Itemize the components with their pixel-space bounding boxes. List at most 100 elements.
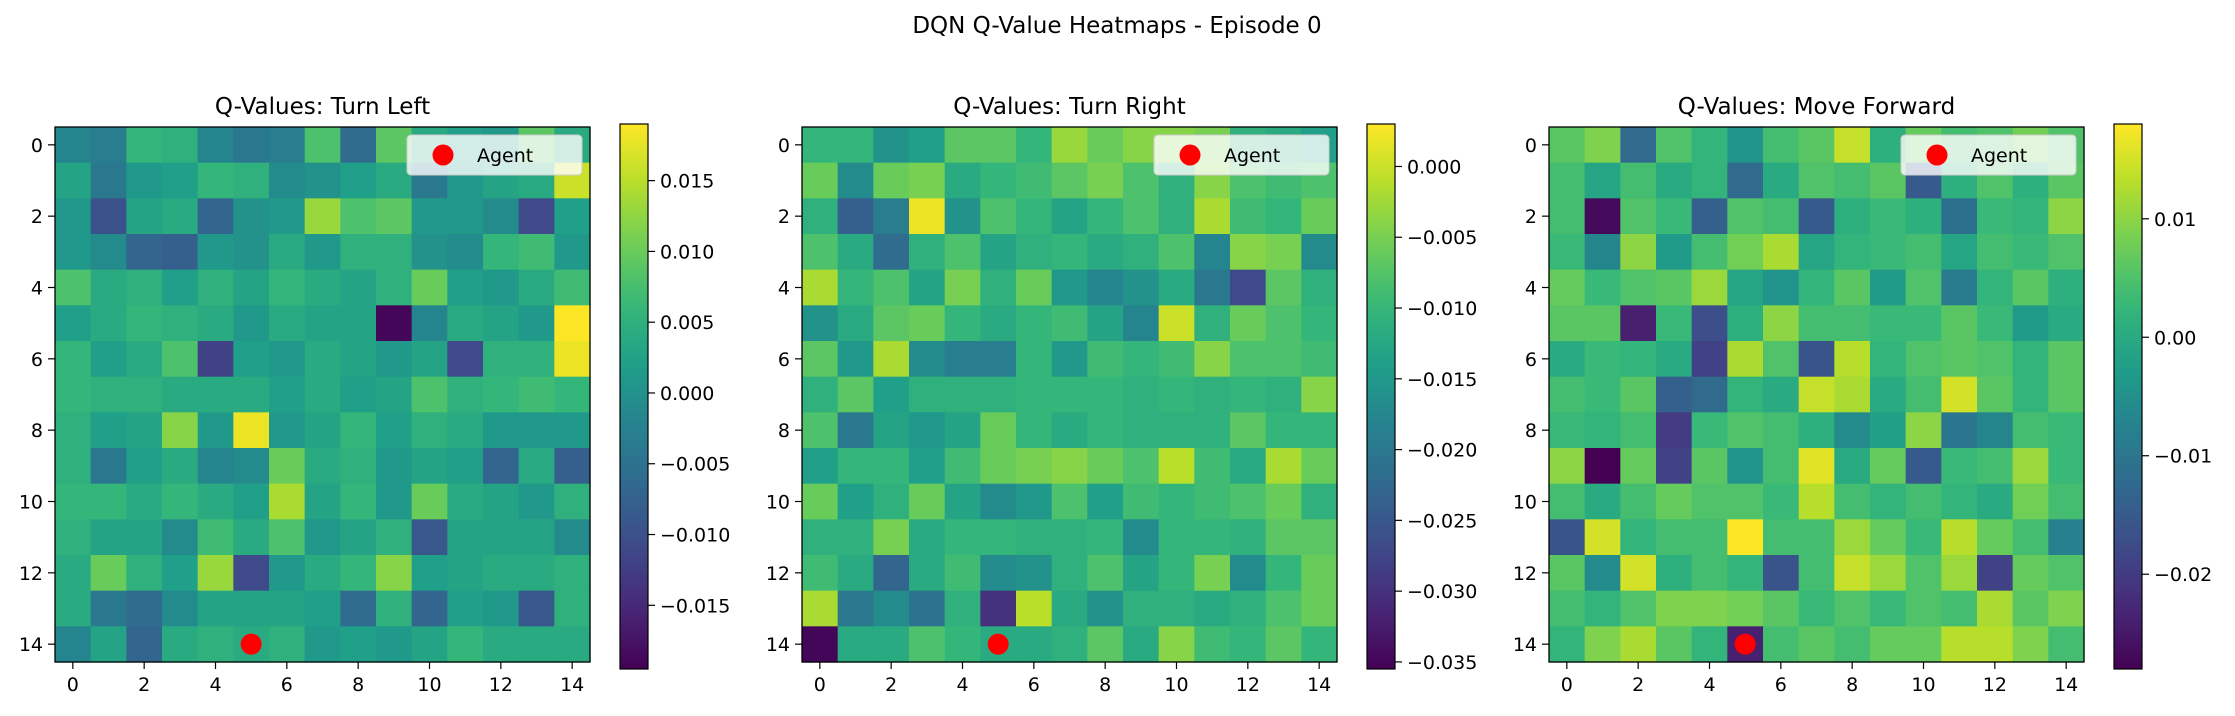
- heatmap-cell: [269, 412, 306, 449]
- heatmap-cell: [1977, 626, 2014, 663]
- heatmap-cell: [1265, 448, 1302, 485]
- heatmap-cell: [1087, 555, 1124, 592]
- heatmap-cell: [126, 626, 163, 663]
- heatmap-cell: [1763, 269, 1800, 306]
- heatmap-cell: [1941, 626, 1978, 663]
- y-tick-label: 6: [31, 349, 43, 371]
- heatmap-cell: [340, 626, 377, 663]
- heatmap-cell: [554, 590, 591, 627]
- heatmap-cell: [162, 162, 199, 199]
- heatmap-cell: [2048, 198, 2085, 235]
- heatmap-cell: [162, 376, 199, 413]
- heatmap-cell: [873, 162, 910, 199]
- agent-marker: [1734, 633, 1756, 655]
- heatmap-cell: [1727, 305, 1764, 342]
- heatmap-cell: [269, 448, 306, 485]
- legend-label: Agent: [1971, 145, 2027, 167]
- plot-frame: [801, 126, 1338, 663]
- y-tick-label: 14: [766, 634, 790, 656]
- heatmap-cell: [1620, 483, 1657, 520]
- heatmap-cell: [126, 448, 163, 485]
- heatmap-cell: [1834, 519, 1871, 556]
- heatmap-cell: [1301, 198, 1338, 235]
- heatmap-cell: [233, 198, 270, 235]
- heatmap-cell: [980, 234, 1017, 271]
- heatmap-cell: [1230, 590, 1267, 627]
- x-tick-label: 8: [1099, 674, 1111, 696]
- heatmap-cell: [909, 555, 946, 592]
- x-tick-label: 8: [1846, 674, 1858, 696]
- heatmap-cell: [944, 305, 981, 342]
- heatmap-cell: [1301, 626, 1338, 663]
- heatmap-cell: [802, 376, 839, 413]
- heatmap-cell: [1194, 305, 1231, 342]
- heatmap-cell: [980, 519, 1017, 556]
- heatmap-cell: [1977, 341, 2014, 378]
- heatmap-cell: [1727, 127, 1764, 164]
- heatmap-panel: Q-Values: Turn Left 0 2 4 6 8 10 12 14 0 2 4 6 8 10 12 1…: [19, 94, 731, 696]
- heatmap-cell: [55, 590, 92, 627]
- heatmap-cell: [802, 483, 839, 520]
- heatmap-cell: [518, 590, 555, 627]
- heatmap-cell: [1905, 376, 1942, 413]
- heatmap-cell: [1051, 483, 1088, 520]
- heatmap-cell: [304, 555, 341, 592]
- heatmap-cell: [1230, 483, 1267, 520]
- heatmap-cell: [304, 269, 341, 306]
- heatmap-cell: [1691, 198, 1728, 235]
- heatmap-cell: [1977, 590, 2014, 627]
- heatmap-cell: [1941, 590, 1978, 627]
- heatmap-cell: [2012, 269, 2049, 306]
- heatmap-cell: [1158, 305, 1195, 342]
- heatmap-cell: [1977, 234, 2014, 271]
- heatmap-cell: [447, 590, 484, 627]
- heatmap-cell: [1870, 519, 1907, 556]
- heatmap-cell: [1584, 162, 1621, 199]
- heatmap-cell: [1194, 376, 1231, 413]
- heatmap-cell: [1584, 626, 1621, 663]
- heatmap-cell: [1194, 483, 1231, 520]
- heatmap-cell: [1087, 376, 1124, 413]
- heatmap-cell: [90, 483, 127, 520]
- heatmap-cell: [126, 269, 163, 306]
- heatmap-cell: [304, 376, 341, 413]
- heatmap-cell: [1230, 305, 1267, 342]
- heatmap-cell: [126, 234, 163, 271]
- heatmap-cell: [2048, 376, 2085, 413]
- heatmap-cell: [1870, 305, 1907, 342]
- heatmap-cell: [411, 305, 448, 342]
- heatmap-cell: [447, 234, 484, 271]
- heatmap-cell: [90, 519, 127, 556]
- heatmap-cell: [518, 198, 555, 235]
- heatmap-cell: [944, 555, 981, 592]
- heatmap-cell: [197, 626, 234, 663]
- heatmap-cell: [1656, 448, 1693, 485]
- heatmap-cell: [233, 234, 270, 271]
- y-tick-label: 2: [1525, 206, 1537, 228]
- colorbar-tick-label: −0.015: [660, 595, 730, 617]
- heatmap-cell: [1691, 626, 1728, 663]
- heatmap-cell: [411, 555, 448, 592]
- heatmap-cell: [1158, 412, 1195, 449]
- heatmap-cell: [90, 162, 127, 199]
- heatmap-cell: [1016, 198, 1053, 235]
- heatmap-cell: [1265, 555, 1302, 592]
- heatmap-cell: [909, 376, 946, 413]
- heatmap-cell: [1194, 234, 1231, 271]
- heatmap-cell: [1051, 448, 1088, 485]
- heatmap-cell: [483, 234, 520, 271]
- heatmap-cell: [1834, 198, 1871, 235]
- heatmap-cell: [1549, 198, 1586, 235]
- heatmap-cell: [126, 162, 163, 199]
- colorbar-tick-label: 0.015: [660, 171, 714, 193]
- heatmap-cell: [980, 127, 1017, 164]
- legend-agent-marker: [1926, 144, 1948, 166]
- heatmap-cell: [126, 198, 163, 235]
- heatmap-cell: [197, 483, 234, 520]
- heatmap-cell: [1087, 412, 1124, 449]
- heatmap-cell: [1549, 127, 1586, 164]
- heatmap-cell: [1905, 448, 1942, 485]
- heatmap-cell: [802, 234, 839, 271]
- heatmap-cell: [269, 519, 306, 556]
- heatmap-cell: [411, 412, 448, 449]
